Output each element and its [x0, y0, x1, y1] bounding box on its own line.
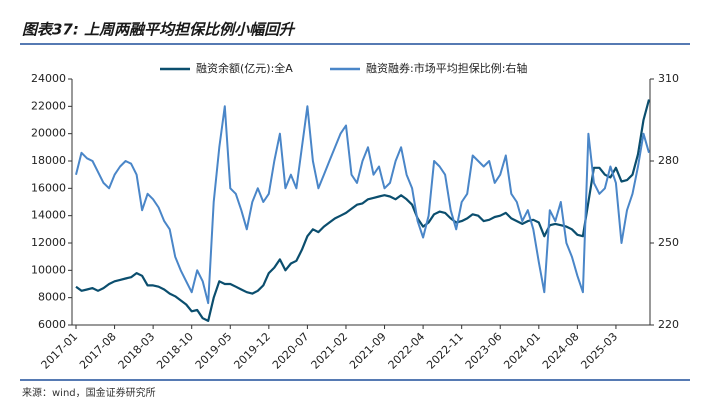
y-tick-label: 16000: [31, 181, 66, 194]
series-line: [75, 99, 651, 322]
x-tick-label: 2021-02: [309, 330, 351, 372]
y2-tick-label: 280: [658, 154, 679, 167]
series-line: [75, 105, 650, 305]
x-tick-label: 2017-01: [39, 330, 81, 372]
y-tick-label: 20000: [31, 127, 66, 140]
x-tick-label: 2020-07: [270, 330, 312, 372]
y2-tick-label: 310: [658, 72, 679, 85]
y2-tick-label: 220: [658, 318, 679, 331]
y-tick-label: 14000: [31, 209, 66, 222]
y-tick-label: 22000: [31, 99, 66, 112]
x-tick-label: 2018-10: [154, 330, 196, 372]
x-tick-label: 2019-12: [231, 330, 273, 372]
legend-label: 融资余额(亿元):全A: [196, 61, 293, 75]
x-tick-label: 2025-03: [578, 330, 620, 372]
x-tick-label: 2022-04: [386, 330, 428, 372]
x-tick-label: 2018-03: [116, 330, 158, 372]
x-tick-label: 2022-11: [424, 330, 466, 372]
x-tick-label: 2019-05: [193, 330, 235, 372]
x-tick-label: 2021-09: [347, 330, 389, 372]
y-tick-label: 18000: [31, 154, 66, 167]
y-tick-label: 12000: [31, 236, 66, 249]
y2-tick-label: 250: [658, 236, 679, 249]
legend-label: 融资融券:市场平均担保比例:右轴: [366, 61, 527, 75]
x-tick-label: 2024-08: [540, 330, 582, 372]
x-tick-label: 2023-06: [463, 330, 505, 372]
x-tick-label: 2017-08: [77, 330, 119, 372]
x-tick-label: 2024-01: [501, 330, 543, 372]
y-tick-label: 6000: [38, 318, 66, 331]
y-tick-label: 24000: [31, 72, 66, 85]
source: 来源：wind，国金证券研究所: [22, 386, 156, 399]
y-tick-label: 10000: [31, 263, 66, 276]
chart-title: 图表37: 上周两融平均担保比例小幅回升: [22, 21, 296, 39]
y-tick-label: 8000: [38, 291, 66, 304]
